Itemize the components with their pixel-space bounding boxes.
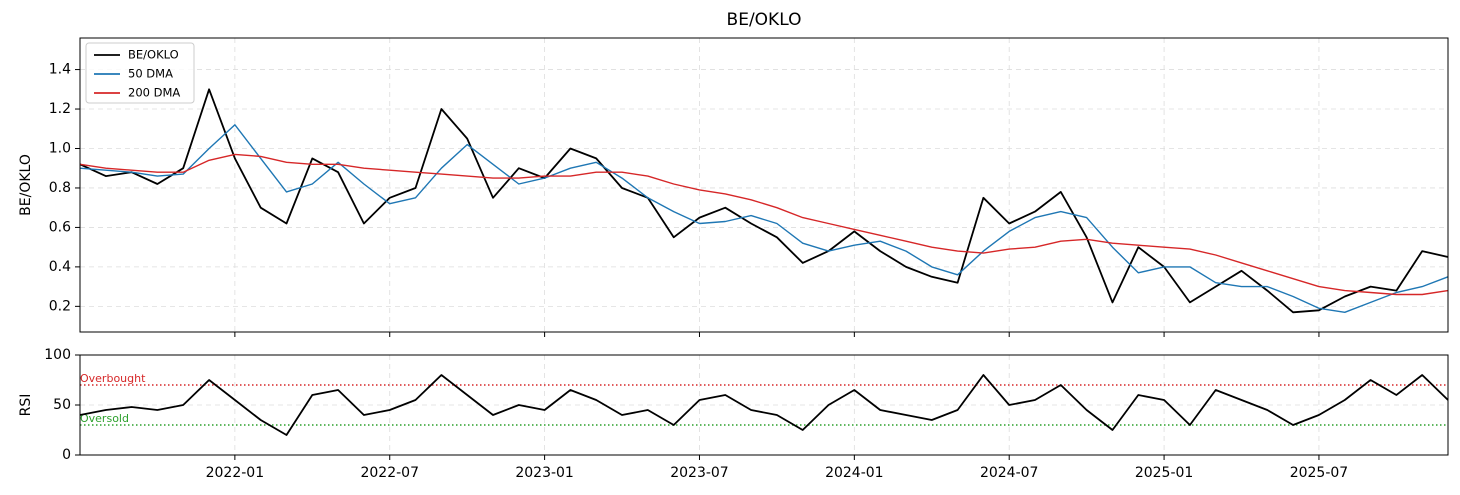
series-line <box>79 88 1449 314</box>
y-tick-label: 1.4 <box>49 62 71 78</box>
plot-frame <box>79 37 1449 333</box>
y-tick-label: 1.2 <box>49 101 71 117</box>
x-tick-label: 2024-01 <box>825 465 884 481</box>
y-tick-label: 1.0 <box>49 140 71 156</box>
x-tick-label: 2022-07 <box>360 465 419 481</box>
x-tick-label: 2024-07 <box>980 465 1039 481</box>
y-tick-label: 0.8 <box>49 180 71 196</box>
y-tick-label: 100 <box>44 347 71 363</box>
series-line <box>79 153 1449 296</box>
y-tick-label: 0.6 <box>49 219 71 235</box>
x-tick-label: 2023-07 <box>670 465 729 481</box>
legend-label: BE/OKLO <box>128 48 179 62</box>
legend-label: 200 DMA <box>128 86 180 100</box>
plot-frame <box>79 354 1449 456</box>
reference-label: Oversold <box>80 412 129 425</box>
y-axis-label: BE/OKLO <box>18 154 34 216</box>
legend-label: 50 DMA <box>128 67 173 81</box>
series-line <box>79 374 1449 436</box>
reference-label: Overbought <box>80 372 146 385</box>
series-line <box>79 124 1449 313</box>
x-tick-label: 2023-01 <box>515 465 574 481</box>
chart-title: BE/OKLO <box>727 10 802 30</box>
x-tick-label: 2025-07 <box>1290 465 1349 481</box>
y-tick-label: 0.2 <box>49 298 71 314</box>
y-tick-label: 0 <box>62 447 71 463</box>
legend-box <box>85 42 195 104</box>
y-axis-label: RSI <box>18 394 34 417</box>
x-tick-label: 2025-01 <box>1135 465 1194 481</box>
y-tick-label: 50 <box>53 397 71 413</box>
x-tick-label: 2022-01 <box>206 465 265 481</box>
y-tick-label: 0.4 <box>49 259 71 275</box>
